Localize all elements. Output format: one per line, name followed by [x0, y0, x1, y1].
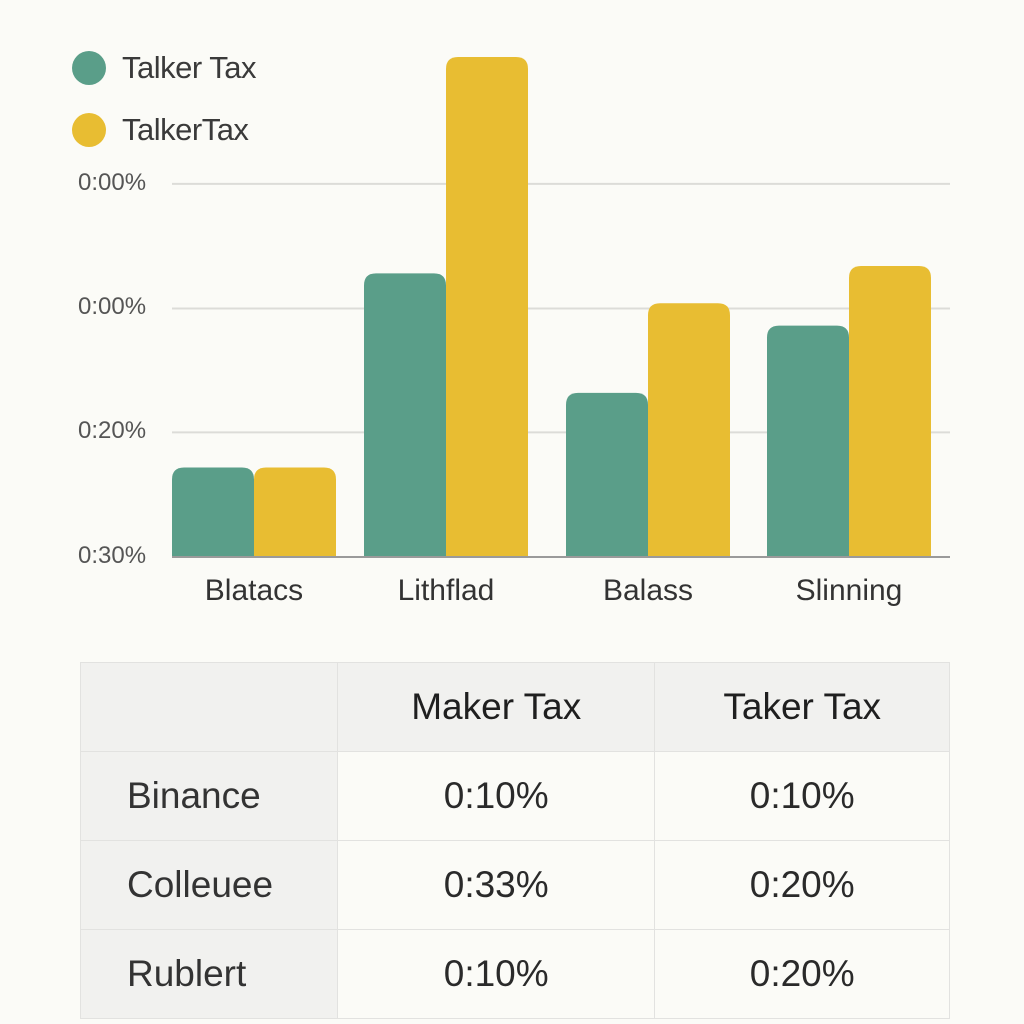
legend-swatch-series-1 [72, 51, 106, 85]
maker-tax-value: 0:10% [336, 929, 656, 1019]
column-header-maker-tax: Maker Tax [336, 662, 656, 752]
x-category-label: Slinning [795, 574, 903, 607]
bar-chart [172, 57, 950, 558]
table-header-row: Maker Tax Taker Tax [80, 662, 950, 752]
x-category-label: Lithflad [397, 574, 495, 607]
legend-label-series-2: TalkerTax [122, 112, 249, 147]
legend-item: Talker Tax [72, 46, 257, 90]
legend-swatch-series-2 [72, 113, 106, 147]
maker-tax-value: 0:10% [336, 751, 656, 841]
table-row: Colleuee 0:33% 0:20% [80, 840, 950, 930]
fee-table: Maker Tax Taker Tax Binance 0:10% 0:10% … [80, 662, 950, 1019]
exchange-name: Rublert [80, 929, 338, 1019]
maker-tax-value: 0:33% [336, 840, 656, 930]
bar-balass-series-1 [566, 392, 648, 557]
column-header-taker-tax: Taker Tax [654, 662, 950, 752]
table-row: Rublert 0:10% 0:20% [80, 929, 950, 1019]
exchange-name: Colleuee [80, 840, 338, 930]
y-tick-label: 0:20% [78, 417, 147, 445]
x-category-label: Balass [602, 574, 694, 607]
legend-item: TalkerTax [72, 108, 256, 152]
x-category-label: Blatacs [204, 574, 304, 607]
y-tick-label: 0:00% [78, 293, 147, 321]
taker-tax-value: 0:10% [654, 751, 950, 841]
table-row: Binance 0:10% 0:10% [80, 751, 950, 841]
bar-blatacs-series-2 [254, 467, 336, 557]
exchange-name: Binance [80, 751, 338, 841]
taker-tax-value: 0:20% [654, 929, 950, 1019]
legend: Talker Tax TalkerTax [72, 46, 257, 170]
bar-slinning-series-2 [849, 265, 931, 557]
bars [172, 57, 931, 557]
bar-blatacs-series-1 [172, 467, 254, 557]
taker-tax-value: 0:20% [654, 840, 950, 930]
bar-slinning-series-1 [767, 325, 849, 557]
legend-label-series-1: Talker Tax [122, 50, 257, 85]
bar-balass-series-2 [648, 303, 730, 557]
table-corner-cell [80, 662, 338, 752]
bar-lithflad-series-2 [446, 57, 528, 557]
y-tick-label: 0:00% [78, 168, 147, 196]
bar-lithflad-series-1 [364, 273, 446, 557]
y-tick-label: 0:30% [78, 542, 147, 569]
